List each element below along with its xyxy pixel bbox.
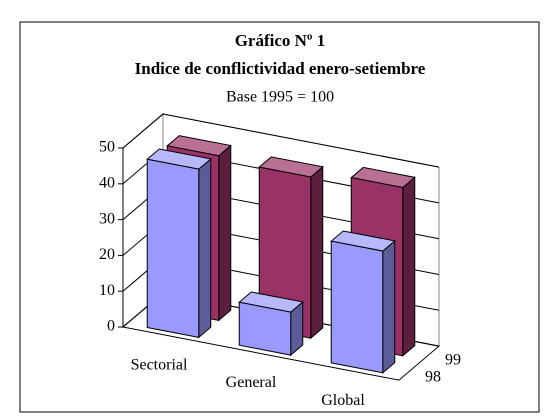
chart-title: Gráfico Nº 1 xyxy=(235,31,326,50)
y-tick-label: 30 xyxy=(99,210,115,227)
y-tick-label: 40 xyxy=(99,174,115,191)
y-tick-label: 10 xyxy=(99,282,115,299)
bar xyxy=(238,301,292,356)
grid-line xyxy=(122,113,440,168)
chart-subtitle: Indice de conflictividad enero-setiembre xyxy=(135,59,426,78)
y-tick-label: 20 xyxy=(99,246,115,263)
bar-side xyxy=(382,239,396,374)
x-tick-label: General xyxy=(226,374,277,391)
depth-label: 99 xyxy=(445,351,461,368)
bar-side xyxy=(310,165,324,340)
x-tick-label: Sectorial xyxy=(131,357,188,374)
x-tick-label: Global xyxy=(321,392,365,409)
depth-label: 98 xyxy=(425,368,441,385)
chart-note: Base 1995 = 100 xyxy=(226,89,334,106)
bar xyxy=(330,240,384,374)
bar-side xyxy=(402,176,416,357)
bar-side xyxy=(218,144,232,322)
bar-side xyxy=(198,157,212,339)
bar xyxy=(146,158,200,339)
y-tick-label: 50 xyxy=(99,139,115,156)
y-tick-label: 0 xyxy=(107,318,115,335)
